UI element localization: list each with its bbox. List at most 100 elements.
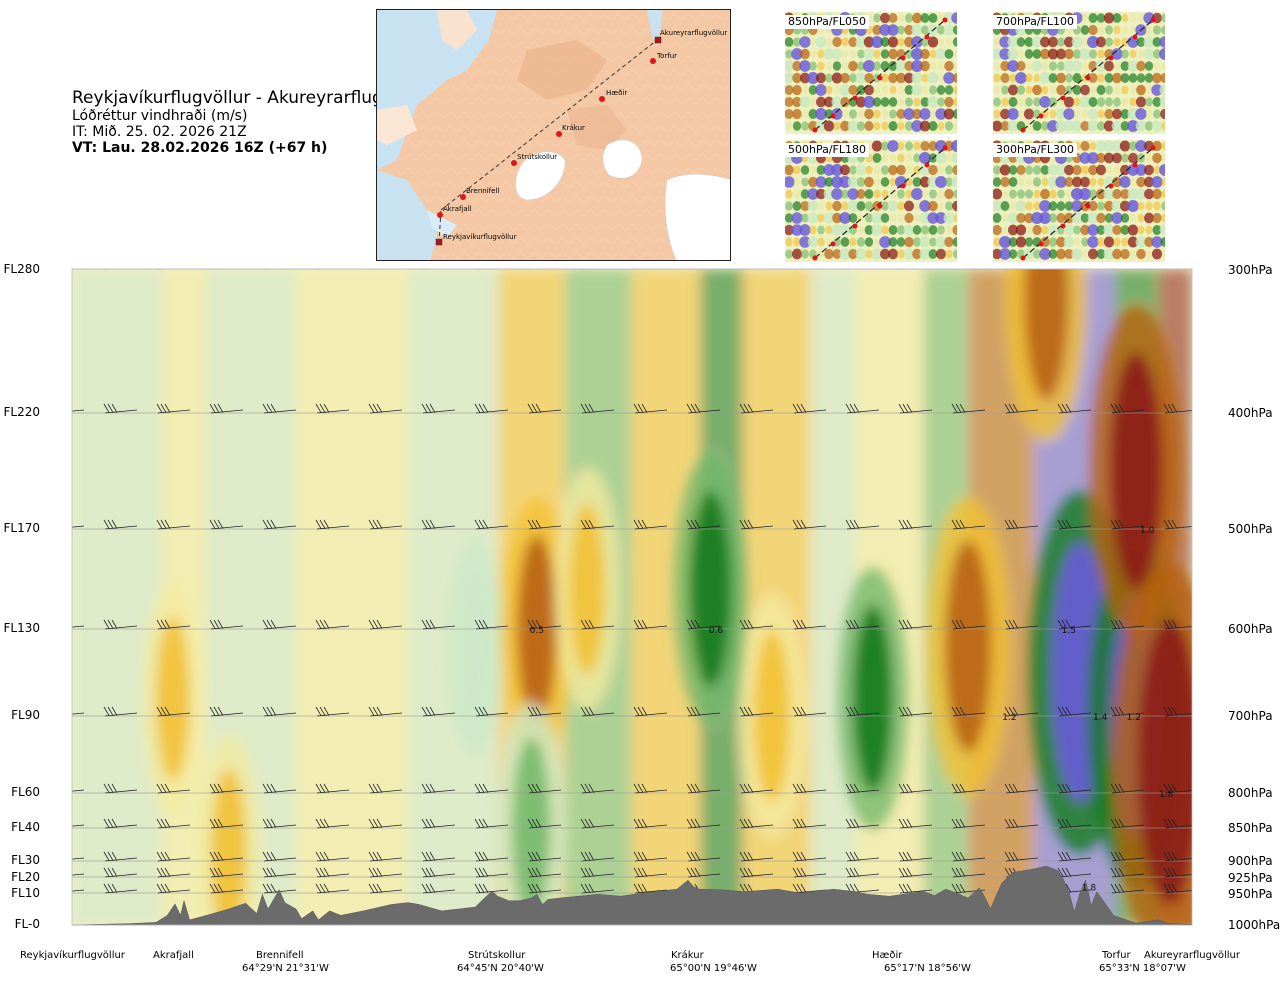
thumb-cell	[1017, 109, 1025, 119]
thumb-cell	[935, 108, 947, 120]
thumb-cell	[873, 13, 881, 23]
thumb-cell	[840, 164, 850, 176]
thumb-cell	[1039, 200, 1051, 212]
wind-barb	[633, 783, 668, 794]
thumb-cell	[815, 84, 827, 96]
thumb-cell	[1056, 84, 1066, 96]
thumb-cell	[1112, 108, 1122, 120]
thumb-cell	[913, 153, 921, 163]
thumb-cell	[1159, 48, 1165, 60]
thumb-cell	[841, 109, 849, 119]
thumb-cell	[1152, 37, 1162, 47]
thumb-cell	[841, 189, 849, 199]
level-map-300[interactable]: 300hPa/FL300	[993, 140, 1165, 262]
thumb-cell	[1047, 224, 1059, 236]
wind-barb	[580, 883, 615, 894]
thumb-cell	[1112, 188, 1122, 200]
thumb-cell	[1007, 84, 1019, 96]
thumb-cell	[1119, 200, 1131, 212]
thumb-cell	[1024, 237, 1034, 247]
thumb-cell	[1160, 237, 1165, 247]
wind-barb	[1057, 818, 1092, 829]
thumb-cell	[856, 121, 866, 131]
thumb-cell	[889, 189, 897, 199]
thumb-cell	[993, 97, 1001, 107]
wind-barb	[527, 403, 562, 414]
level-map-500-label: 500hPa/FL180	[785, 143, 870, 157]
thumb-cell	[1121, 25, 1129, 35]
wind-barb	[1004, 519, 1039, 530]
thumb-cell	[1056, 248, 1066, 260]
thumb-cell	[879, 236, 891, 248]
thumb-cell	[1152, 25, 1162, 35]
wind-barb	[72, 857, 85, 860]
thumb-cell	[785, 224, 794, 236]
thumb-cell	[1097, 177, 1105, 187]
value-label: 1.0	[1140, 526, 1155, 536]
thumb-cell	[825, 85, 833, 95]
thumb-cell	[912, 177, 922, 187]
thumb-cell	[1120, 121, 1130, 131]
thumb-cell	[1025, 225, 1033, 235]
thumb-cell	[928, 164, 938, 176]
thumb-cell	[1144, 121, 1154, 131]
thumb-cell	[1103, 12, 1115, 24]
wind-barb	[792, 519, 827, 530]
wind-barb	[794, 269, 799, 270]
fl-label: FL40	[11, 820, 40, 834]
thumb-cell	[897, 121, 905, 131]
level-map-850[interactable]: 850hPa/FL050	[785, 12, 957, 134]
thumb-cell	[1112, 248, 1122, 260]
thumb-waypoint	[942, 17, 948, 23]
thumb-cell	[1088, 97, 1098, 107]
thumb-cell	[904, 97, 914, 107]
thumb-cell	[936, 248, 946, 260]
thumb-cell	[944, 96, 954, 108]
thumb-cell	[928, 200, 938, 212]
thumb-cell	[1000, 201, 1010, 211]
thumb-cell	[1136, 37, 1146, 47]
thumb-cell	[904, 13, 914, 23]
thumb-cell	[1096, 152, 1106, 164]
wind-barb	[262, 867, 297, 878]
wind-barb	[368, 403, 403, 414]
thumb-cell	[1112, 224, 1122, 236]
wind-barb	[421, 818, 456, 829]
thumb-cell	[1007, 36, 1019, 48]
wind-barb	[1004, 851, 1039, 862]
thumb-cell	[792, 108, 802, 120]
wind-barb	[951, 783, 986, 794]
thumb-cell	[873, 49, 881, 59]
thumb-cell	[1161, 189, 1165, 199]
thumb-cell	[1025, 61, 1033, 71]
thumb-cell	[929, 49, 937, 59]
thumb-cell	[880, 213, 890, 223]
thumb-cell	[1048, 249, 1058, 259]
thumb-cell	[1160, 108, 1165, 120]
thumb-cell	[1008, 237, 1018, 247]
wind-barb	[209, 706, 244, 717]
thumb-cell	[1039, 96, 1051, 108]
wind-barb	[474, 519, 509, 530]
thumb-cell	[887, 200, 899, 212]
thumb-cell	[1128, 152, 1138, 164]
pressure-label: 300hPa	[1228, 263, 1273, 277]
thumb-cell	[903, 108, 915, 120]
wind-barb	[582, 269, 587, 270]
thumb-cell	[896, 72, 906, 84]
level-map-700[interactable]: 700hPa/FL100	[993, 12, 1165, 134]
map-label-torfur: Torfur	[656, 52, 677, 60]
thumb-cell	[1079, 152, 1091, 164]
thumb-cell	[1121, 153, 1129, 163]
wind-barb	[368, 851, 403, 862]
thumb-waypoint	[1108, 183, 1114, 189]
thumb-cell	[1047, 36, 1059, 48]
thumb-route	[1022, 147, 1154, 259]
thumb-cell	[1017, 177, 1025, 187]
thumb-cell	[999, 164, 1011, 176]
thumb-cell	[1031, 36, 1043, 48]
thumb-cell	[928, 121, 938, 131]
thumb-cell	[801, 177, 809, 187]
level-map-500[interactable]: 500hPa/FL180	[785, 140, 957, 262]
thumb-cell	[873, 165, 881, 175]
